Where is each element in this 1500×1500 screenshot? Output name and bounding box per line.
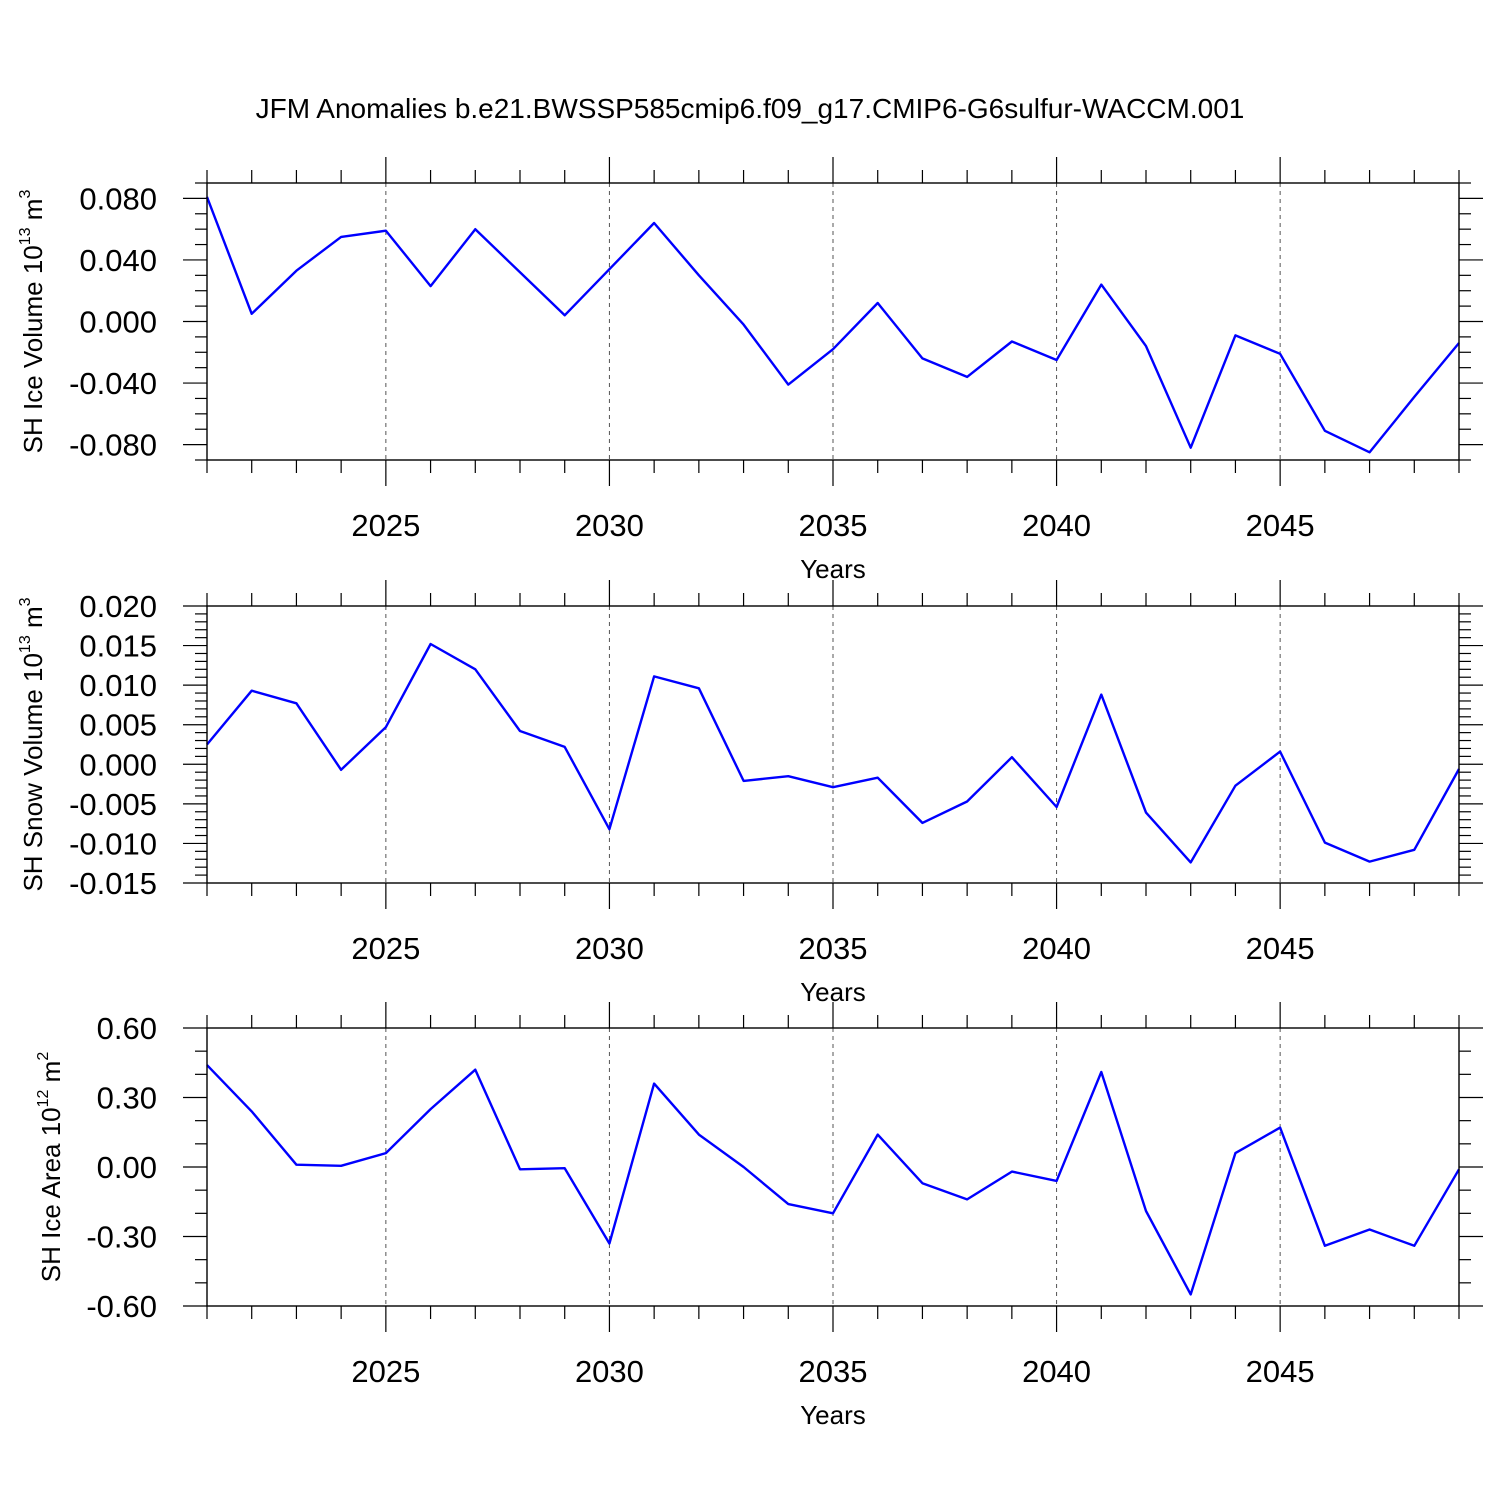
x-tick-label: 2040: [1022, 931, 1091, 966]
panel-snow-volume: 0.020 0.015 0.010 0.005 0.000 -0.005 -0.010 -0.…: [17, 580, 1483, 1007]
y-axis-label: SH Ice Area 1012 m2: [35, 1052, 66, 1283]
panel-ice-area: 0.60 0.30 0.00 -0.30 -0.60 2025 2030 2035 2040 20…: [35, 1002, 1483, 1430]
y-axis-label-text: SH Snow Volume 10: [18, 653, 48, 891]
x-tick-label: 2030: [575, 1354, 644, 1389]
x-axis-label: Years: [800, 554, 866, 584]
y-tick-label: 0.005: [79, 708, 157, 743]
x-tick-label: 2035: [799, 1354, 868, 1389]
y-tick-label: 0.00: [97, 1150, 157, 1185]
x-tick-label: 2035: [799, 508, 868, 543]
x-tick-label: 2025: [351, 1354, 420, 1389]
x-tick-label: 2040: [1022, 1354, 1091, 1389]
y-tick-label: 0.30: [97, 1081, 157, 1116]
y-axis-label-text: m: [36, 1061, 66, 1090]
series-line: [205, 196, 1460, 454]
y-tick-label: 0.015: [79, 629, 157, 664]
y-axis-label-text: SH Ice Volume 10: [18, 245, 48, 453]
y-axis-label-text: m: [18, 199, 48, 228]
plot-frame: [206, 1027, 1460, 1307]
y-axis-label-text: m: [18, 606, 48, 635]
x-tick-label: 2045: [1246, 508, 1315, 543]
y-tick-label: 0.60: [97, 1011, 157, 1046]
y-axis-label: SH Ice Volume 1013 m3: [17, 190, 48, 454]
y-tick-label: -0.040: [69, 366, 157, 401]
x-tick-label: 2025: [351, 508, 420, 543]
y-axis-label-exponent: 3: [17, 190, 34, 199]
x-tick-label: 2045: [1246, 1354, 1315, 1389]
x-tick-label: 2045: [1246, 931, 1315, 966]
panels: 0.080 0.040 0.000 -0.040 -0.080 2025 2030 2035 2…: [17, 157, 1483, 1430]
y-tick-label: -0.080: [69, 428, 157, 463]
y-axis-label-exponent: 13: [17, 227, 34, 245]
x-tick-label: 2040: [1022, 508, 1091, 543]
plot-frame: [206, 605, 1460, 884]
y-tick-label: 0.020: [79, 589, 157, 624]
y-axis-label-text: SH Ice Area 10: [36, 1107, 66, 1282]
y-axis-label-exponent: 13: [17, 635, 34, 653]
y-tick-label: 0.080: [79, 181, 157, 216]
y-tick-label: -0.60: [86, 1289, 157, 1324]
y-tick-label: 0.000: [79, 305, 157, 340]
x-tick-label: 2030: [575, 931, 644, 966]
y-tick-label: -0.30: [86, 1220, 157, 1255]
y-tick-label: 0.000: [79, 747, 157, 782]
x-tick-label: 2030: [575, 508, 644, 543]
y-tick-label: -0.010: [69, 826, 157, 861]
y-tick-label: 0.010: [79, 668, 157, 703]
y-axis-label-exponent: 3: [17, 597, 34, 606]
y-axis-label-exponent: 12: [35, 1089, 52, 1107]
figure-title: JFM Anomalies b.e21.BWSSP585cmip6.f09_g1…: [256, 93, 1245, 124]
panel-ice-volume: 0.080 0.040 0.000 -0.040 -0.080 2025 2030 2035 2…: [17, 157, 1483, 584]
x-axis-label: Years: [800, 1400, 866, 1430]
plot-frame: [206, 182, 1460, 461]
y-tick-label: -0.015: [69, 866, 157, 901]
y-tick-label: 0.040: [79, 243, 157, 278]
series-line: [206, 1064, 1461, 1296]
x-tick-label: 2035: [799, 931, 868, 966]
series-line: [206, 642, 1461, 864]
y-axis-label-exponent: 2: [35, 1052, 52, 1061]
y-axis-label: SH Snow Volume 1013 m3: [17, 597, 48, 891]
y-tick-label: -0.005: [69, 787, 157, 822]
x-tick-label: 2025: [351, 931, 420, 966]
